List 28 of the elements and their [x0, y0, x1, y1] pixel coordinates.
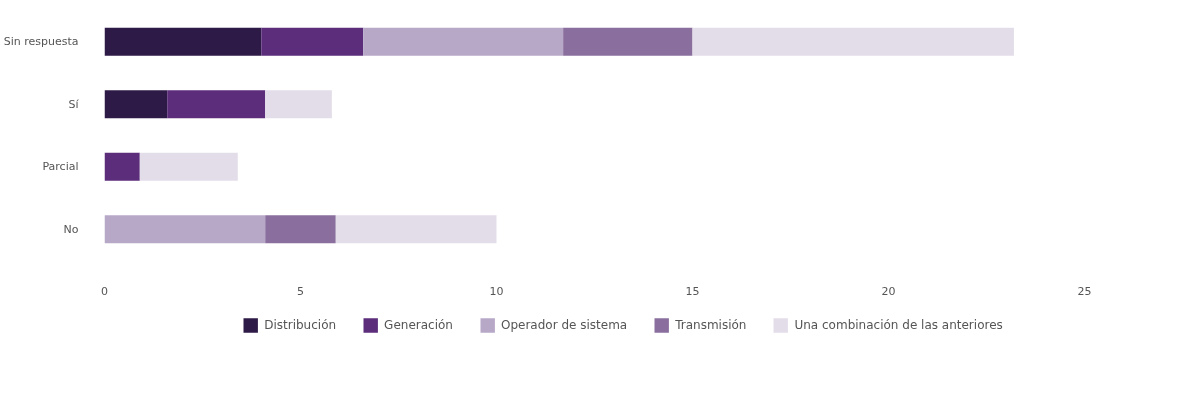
legend-label: Una combinación de las anteriores [794, 317, 1003, 332]
x-tick-label: 0 [101, 284, 108, 298]
bar [265, 215, 336, 244]
bar [104, 152, 140, 181]
legend-label: Distribución [264, 317, 337, 332]
legend-label: Operador de sistema [500, 317, 628, 332]
legend-label: Transmisión [675, 317, 747, 332]
bar [104, 90, 168, 119]
bar [167, 90, 266, 119]
y-tick-label: No [63, 222, 79, 236]
bar [363, 27, 564, 56]
x-tick-label: 5 [297, 284, 304, 298]
bar [139, 152, 238, 181]
x-tick-label: 25 [1077, 284, 1092, 298]
y-tick-label: Parcial [42, 160, 79, 174]
bar [265, 90, 332, 119]
legend-label: Generación [384, 317, 453, 332]
x-tick-label: 20 [881, 284, 896, 298]
bar [335, 215, 497, 244]
y-tick-label: Sin respuesta [3, 35, 79, 49]
bar [104, 27, 262, 56]
bar [104, 215, 266, 244]
x-tick-label: 15 [685, 284, 700, 298]
bar [563, 27, 693, 56]
bar [261, 27, 364, 56]
y-tick-label: Sí [68, 97, 80, 111]
bar [692, 27, 1014, 56]
x-tick-label: 10 [489, 284, 504, 298]
